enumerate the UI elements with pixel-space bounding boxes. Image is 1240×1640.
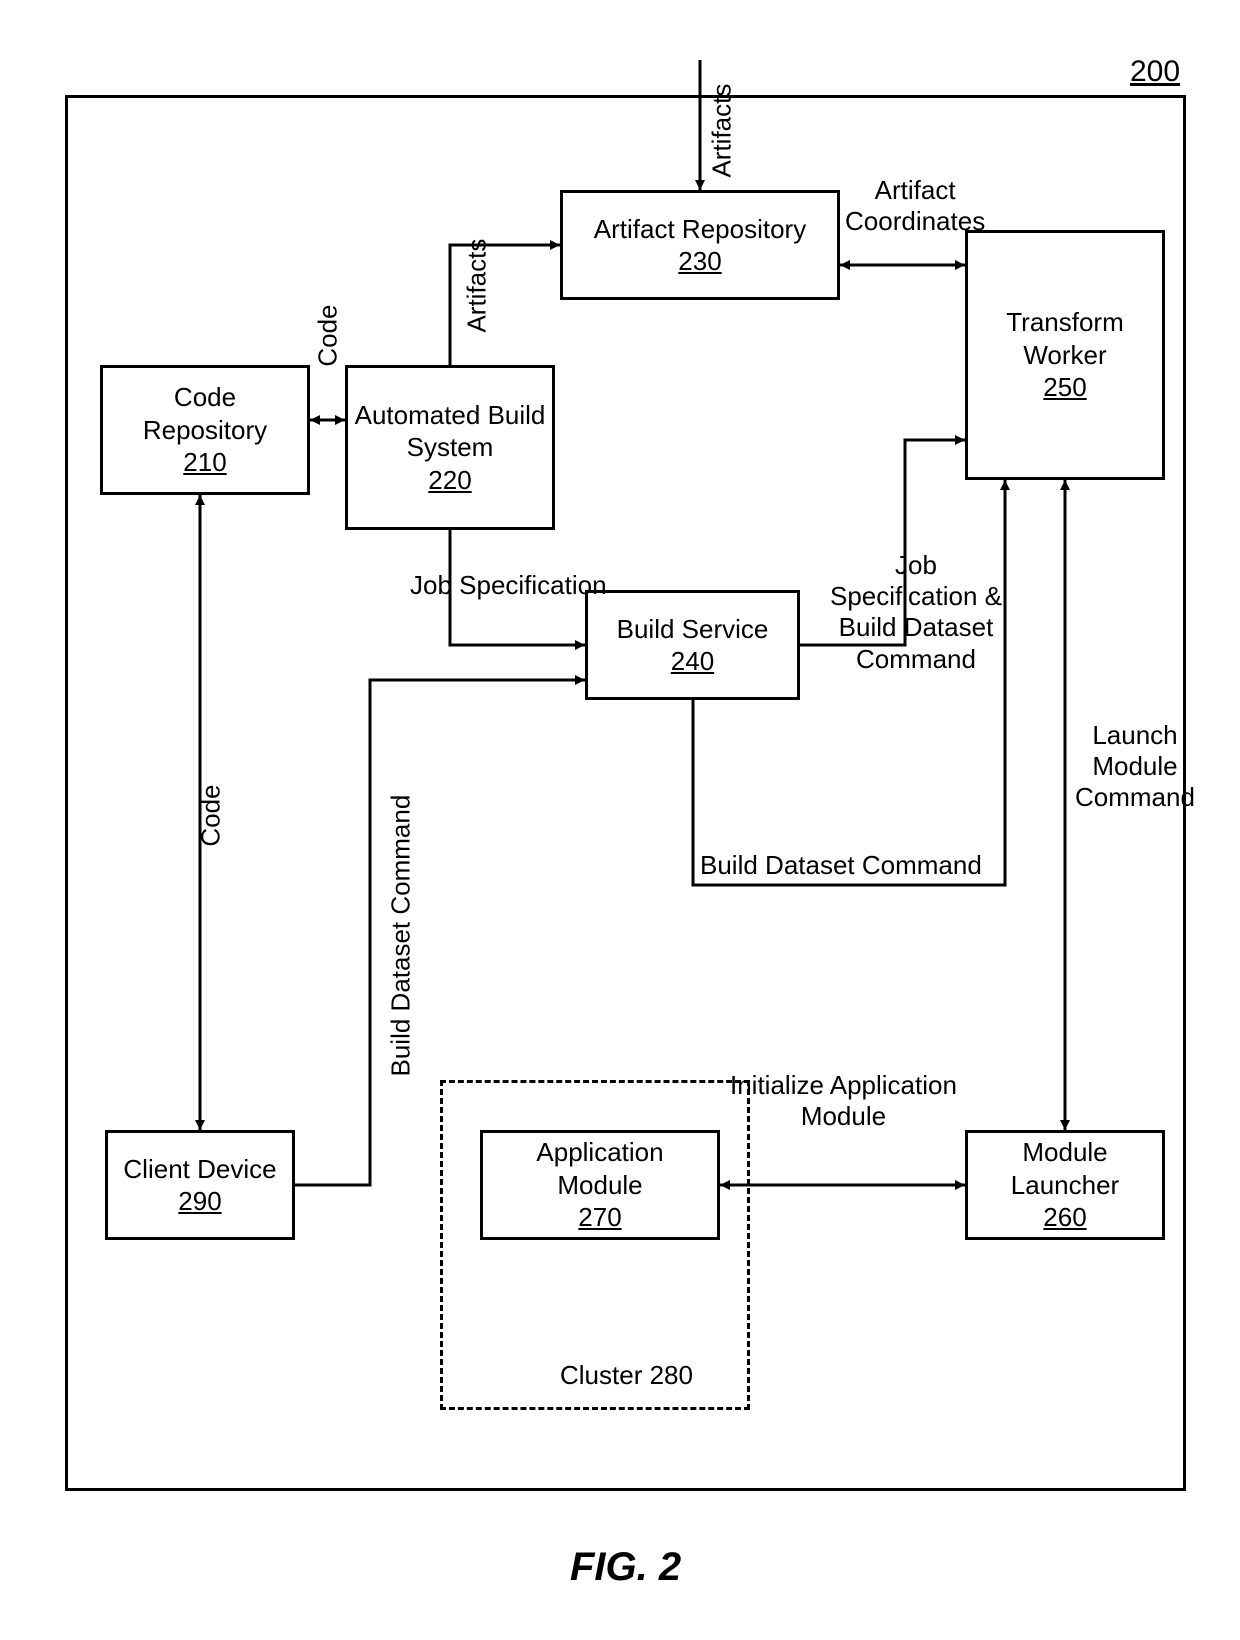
node-application-module: Application Module 270: [480, 1130, 720, 1240]
edge-label-bdc1: Build Dataset Command: [385, 795, 416, 1077]
node-label: Build Service: [617, 613, 769, 646]
node-label: Client Device: [123, 1153, 276, 1186]
node-label: Code Repository: [111, 381, 299, 446]
node-code-repository: Code Repository 210: [100, 365, 310, 495]
edge-label-job-spec: Job Specification: [410, 570, 607, 601]
node-num: 290: [178, 1185, 221, 1218]
edge-label-artifacts1: Artifacts: [461, 239, 492, 333]
node-client-device: Client Device 290: [105, 1130, 295, 1240]
node-num: 210: [183, 446, 226, 479]
edge-label-job-spec-build: Job Specification & Build Dataset Comman…: [830, 550, 1002, 675]
diagram-canvas: 200 Code Repository 210 Automated Build …: [0, 0, 1240, 1640]
edge-label-bdc2: Build Dataset Command: [700, 850, 982, 881]
cluster-label: Cluster 280: [560, 1360, 693, 1391]
edge-label-code2: Code: [195, 785, 226, 847]
node-num: 270: [578, 1201, 621, 1234]
node-num: 250: [1043, 371, 1086, 404]
node-artifact-repository: Artifact Repository 230: [560, 190, 840, 300]
node-label: Module Launcher: [976, 1136, 1154, 1201]
node-build-service: Build Service 240: [585, 590, 800, 700]
node-automated-build-system: Automated Build System 220: [345, 365, 555, 530]
node-label: Application Module: [491, 1136, 709, 1201]
node-num: 230: [678, 245, 721, 278]
node-label: Automated Build System: [355, 399, 546, 464]
node-num: 240: [671, 645, 714, 678]
edge-label-artifact-coords: Artifact Coordinates: [845, 175, 985, 237]
figure-label: FIG. 2: [570, 1545, 681, 1590]
node-module-launcher: Module Launcher 260: [965, 1130, 1165, 1240]
edge-label-artifacts-in: Artifacts: [706, 84, 737, 178]
node-transform-worker: Transform Worker 250: [965, 230, 1165, 480]
node-label: Transform Worker: [976, 306, 1154, 371]
edge-label-launch: Launch Module Command: [1075, 720, 1195, 814]
edge-label-init: Initialize Application Module: [730, 1070, 957, 1132]
node-num: 220: [428, 464, 471, 497]
system-number: 200: [1130, 55, 1180, 89]
node-label: Artifact Repository: [594, 213, 806, 246]
node-num: 260: [1043, 1201, 1086, 1234]
edge-label-code1: Code: [312, 305, 343, 367]
